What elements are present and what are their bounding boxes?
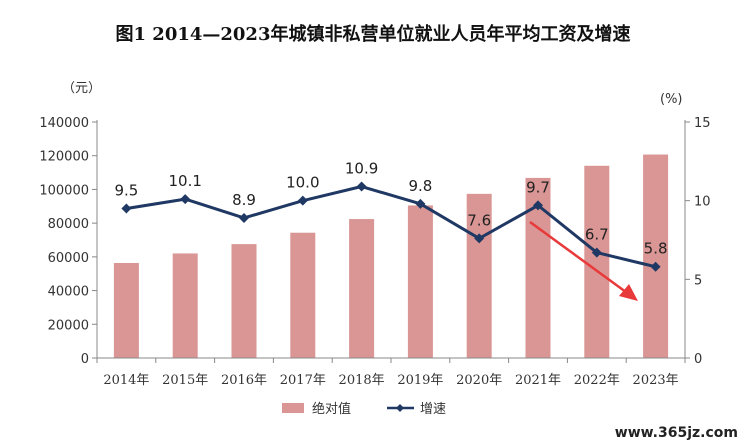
bar-0 bbox=[113, 262, 139, 358]
growth-label-4: 10.9 bbox=[345, 160, 378, 178]
x-tick-label-3: 2017年 bbox=[280, 373, 326, 388]
left-tick-label-0: 0 bbox=[81, 352, 89, 367]
growth-label-3: 10.0 bbox=[286, 174, 319, 192]
bar-4 bbox=[349, 219, 375, 358]
growth-label-5: 9.8 bbox=[408, 177, 432, 195]
growth-point-6 bbox=[474, 233, 485, 244]
left-tick-label-5: 100000 bbox=[39, 183, 89, 198]
right-tick-label-0: 0 bbox=[694, 352, 702, 367]
legend: 绝对值 增速 bbox=[282, 401, 446, 417]
axes-layer: 0 20000 40000 60000 80000 100000 120000 140000 0… bbox=[39, 116, 710, 388]
left-axis-unit: （元） bbox=[62, 81, 101, 96]
left-tick-label-1: 20000 bbox=[48, 318, 89, 333]
bar-2 bbox=[231, 244, 257, 358]
x-tick-label-0: 2014年 bbox=[103, 373, 149, 388]
growth-point-8 bbox=[591, 247, 602, 258]
bar-1 bbox=[172, 253, 198, 358]
left-tick-label-7: 140000 bbox=[39, 116, 89, 131]
growth-point-2 bbox=[239, 212, 249, 223]
data-labels-layer: 9.5 10.1 8.9 10.0 10.9 9.8 7.6 9.7 6.7 5.8 bbox=[114, 160, 667, 258]
x-tick-label-7: 2021年 bbox=[515, 373, 561, 388]
bars-layer bbox=[113, 154, 669, 358]
left-tick-label-6: 120000 bbox=[39, 150, 89, 165]
legend-swatch-marker bbox=[396, 404, 404, 412]
growth-label-8: 6.7 bbox=[585, 226, 609, 244]
bar-3 bbox=[290, 232, 316, 358]
x-tick-label-8: 2022年 bbox=[574, 373, 620, 388]
right-tick-label-1: 5 bbox=[694, 273, 702, 288]
x-tick-label-6: 2020年 bbox=[456, 373, 502, 388]
growth-point-7 bbox=[533, 200, 543, 211]
x-tick-label-2: 2016年 bbox=[221, 373, 267, 388]
growth-point-0 bbox=[121, 203, 132, 214]
growth-point-3 bbox=[297, 195, 308, 206]
bar-5 bbox=[407, 205, 433, 358]
growth-line bbox=[126, 185, 656, 269]
x-tick-label-5: 2019年 bbox=[397, 373, 443, 388]
right-tick-label-3: 15 bbox=[694, 116, 711, 131]
chart-title: 图1 2014—2023年城镇非私营单位就业人员年平均工资及增速 bbox=[116, 23, 631, 45]
bar-9 bbox=[643, 154, 669, 358]
growth-point-4 bbox=[356, 181, 367, 192]
bar-8 bbox=[584, 165, 610, 358]
growth-point-9 bbox=[650, 261, 661, 272]
legend-label-line: 增速 bbox=[420, 402, 446, 417]
growth-label-7: 9.7 bbox=[526, 178, 550, 196]
growth-point-1 bbox=[180, 194, 191, 205]
watermark: www.365jz.com bbox=[615, 425, 738, 441]
x-tick-label-4: 2018年 bbox=[339, 373, 385, 388]
legend-label-bars: 绝对值 bbox=[312, 401, 351, 417]
right-tick-label-2: 10 bbox=[694, 195, 711, 210]
line-layer bbox=[121, 181, 661, 272]
growth-point-5 bbox=[415, 198, 426, 209]
legend-swatch-bars bbox=[282, 403, 304, 413]
left-tick-label-2: 40000 bbox=[48, 285, 89, 300]
growth-label-6: 7.6 bbox=[467, 211, 491, 229]
growth-label-0: 9.5 bbox=[114, 182, 138, 200]
x-tick-label-1: 2015年 bbox=[162, 373, 208, 388]
growth-label-1: 10.1 bbox=[168, 172, 201, 190]
trend-arrow bbox=[529, 220, 638, 301]
x-tick-label-9: 2023年 bbox=[633, 373, 679, 388]
right-axis-unit: (%) bbox=[660, 92, 683, 107]
growth-label-9: 5.8 bbox=[644, 240, 668, 258]
bar-6 bbox=[466, 193, 492, 358]
growth-label-2: 8.9 bbox=[232, 191, 256, 209]
left-tick-label-4: 80000 bbox=[48, 217, 89, 232]
left-tick-label-3: 60000 bbox=[48, 251, 89, 266]
